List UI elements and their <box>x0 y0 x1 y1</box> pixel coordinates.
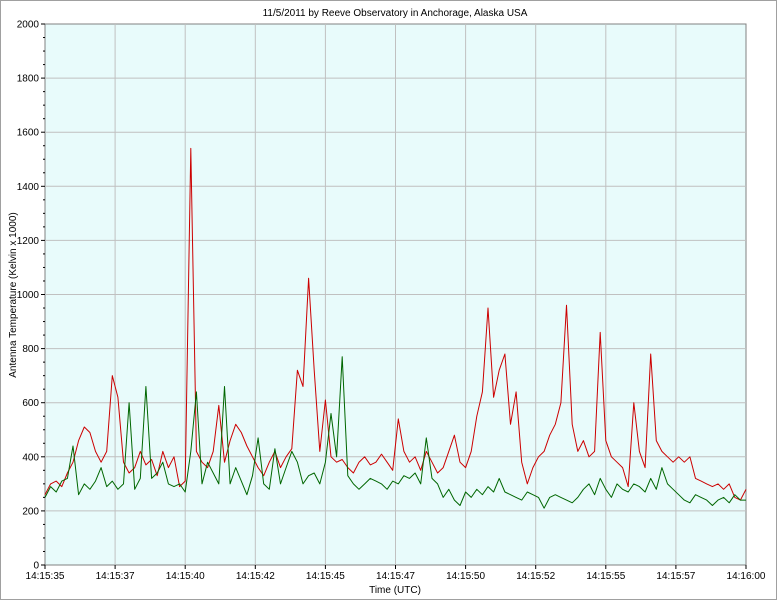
axis-ticks: 0 200 400 600 800 1000 1200 1400 1600 1800 2000 14:… <box>17 20 766 583</box>
y-tick-label: 600 <box>22 398 39 409</box>
series-layer <box>44 147 747 509</box>
x-tick-label: 14:15:55 <box>586 571 625 582</box>
y-tick-label: 200 <box>22 506 39 517</box>
series-line-2 <box>44 356 746 509</box>
x-tick-label: 14:15:35 <box>26 571 65 582</box>
y-tick-label: 1000 <box>17 290 40 301</box>
x-tick-label: 14:15:47 <box>376 571 415 582</box>
x-tick-label: 14:16:00 <box>727 571 766 582</box>
x-tick-label: 14:15:57 <box>656 571 695 582</box>
y-tick-label: 2000 <box>17 20 40 31</box>
chart-title: 11/5/2011 by Reeve Observatory in Anchor… <box>263 8 528 19</box>
y-axis-title: Antenna Temperature (Kelvin x 1000) <box>8 212 19 377</box>
y-tick-label: 800 <box>22 344 39 355</box>
y-tick-label: 0 <box>33 561 39 572</box>
y-tick-label: 1800 <box>17 74 40 85</box>
x-axis-title: Time (UTC) <box>369 585 421 596</box>
x-tick-label: 14:15:45 <box>306 571 345 582</box>
series-line-1 <box>44 147 747 501</box>
x-tick-label: 14:15:40 <box>166 571 205 582</box>
x-tick-label: 14:15:50 <box>446 571 485 582</box>
y-tick-label: 400 <box>22 452 39 463</box>
y-tick-label: 1200 <box>17 236 40 247</box>
y-tick-label: 1400 <box>17 182 40 193</box>
x-tick-label: 14:15:42 <box>236 571 275 582</box>
grid-lines <box>45 24 746 565</box>
x-tick-label: 14:15:37 <box>96 571 135 582</box>
y-tick-label: 1600 <box>17 128 40 139</box>
x-tick-label: 14:15:52 <box>516 571 555 582</box>
